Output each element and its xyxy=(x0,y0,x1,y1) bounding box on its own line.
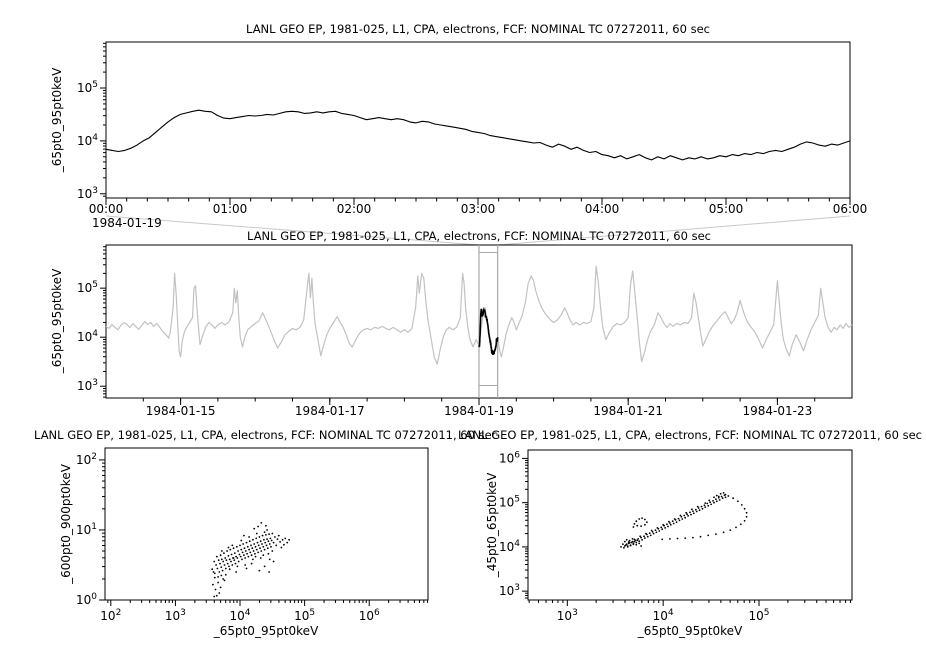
svg-text:106: 106 xyxy=(359,608,380,623)
y-axis-ticks-top-timeseries: 103 104 105 xyxy=(77,42,106,201)
svg-text:1984-01-23: 1984-01-23 xyxy=(743,404,813,418)
svg-text:105: 105 xyxy=(499,495,520,510)
svg-text:105: 105 xyxy=(77,280,98,295)
x-axis-ticks-context-timeseries: 1984-01-15 1984-01-17 1984-01-19 1984-01-21… xyxy=(142,398,816,418)
svg-text:106: 106 xyxy=(499,450,520,465)
svg-text:1984-01-21: 1984-01-21 xyxy=(593,404,663,418)
y-axis-label-top-timeseries: _65pt0_95pt0keV xyxy=(50,67,64,173)
svg-text:05:00: 05:00 xyxy=(709,202,744,216)
selection-box[interactable] xyxy=(478,245,499,398)
panel-scatter-45-65kev: 103 104 105 106 103 104 105 xyxy=(499,449,853,623)
svg-text:102: 102 xyxy=(76,452,97,467)
title-scatter-right: LANL GEO EP, 1981-025, L1, CPA, electron… xyxy=(458,428,922,442)
svg-text:104: 104 xyxy=(499,539,520,554)
svg-text:102: 102 xyxy=(100,608,121,623)
context-connector-right xyxy=(497,215,851,246)
svg-text:101: 101 xyxy=(76,522,97,537)
svg-text:1984-01-15: 1984-01-15 xyxy=(146,404,216,418)
y-axis-ticks-scatter-600-900kev: 100 101 102 xyxy=(76,452,105,607)
y-axis-ticks-context-timeseries: 103 104 105 xyxy=(77,246,106,398)
svg-text:103: 103 xyxy=(499,583,520,598)
title-top-timeseries: LANL GEO EP, 1981-025, L1, CPA, electron… xyxy=(246,22,710,36)
svg-text:01:00: 01:00 xyxy=(213,202,248,216)
scatter-points-scatter-600-900kev xyxy=(211,522,290,598)
svg-text:1984-01-19: 1984-01-19 xyxy=(444,404,514,418)
scatter-points-scatter-45-65kev xyxy=(620,492,748,549)
svg-text:104: 104 xyxy=(230,608,251,623)
svg-text:04:00: 04:00 xyxy=(585,202,620,216)
svg-text:104: 104 xyxy=(653,608,674,623)
y-axis-label-scatter-right: _45pt0_65pt0keV xyxy=(485,472,499,578)
y-axis-label-context-timeseries: _65pt0_95pt0keV xyxy=(50,268,64,374)
x-axis-label-scatter-left: _65pt0_95pt0keV xyxy=(213,624,319,638)
svg-text:02:00: 02:00 xyxy=(337,202,372,216)
svg-text:103: 103 xyxy=(77,186,98,201)
svg-text:1984-01-17: 1984-01-17 xyxy=(295,404,365,418)
svg-text:104: 104 xyxy=(77,133,98,148)
panel-scatter-600-900kev: 100 101 102 102 103 104 105 106 xyxy=(76,447,429,623)
data-line-top-timeseries xyxy=(105,109,851,161)
svg-text:03:00: 03:00 xyxy=(461,202,496,216)
x-axis-ticks-top-timeseries: 00:00 01:00 02:00 03:00 04:00 05:00 06:00 xyxy=(89,198,868,216)
x-axis-ticks-scatter-45-65kev: 103 104 105 xyxy=(528,600,851,623)
title-context-timeseries: LANL GEO EP, 1981-025, L1, CPA, electron… xyxy=(247,229,711,243)
date-label-top-timeseries: 1984-01-19 xyxy=(92,216,162,230)
highlight-line xyxy=(478,306,499,355)
svg-text:105: 105 xyxy=(294,608,315,623)
svg-text:105: 105 xyxy=(77,80,98,95)
y-axis-label-scatter-left: _600pt0_900pt0keV xyxy=(59,464,73,584)
x-axis-label-scatter-right: _65pt0_95pt0keV xyxy=(637,624,743,638)
x-axis-ticks-scatter-600-900kev: 102 103 104 105 106 xyxy=(100,600,429,623)
svg-text:100: 100 xyxy=(76,592,97,607)
svg-text:00:00: 00:00 xyxy=(89,202,124,216)
svg-text:105: 105 xyxy=(749,608,770,623)
plot-area-scatter-45-65kev[interactable] xyxy=(527,449,853,601)
svg-text:06:00: 06:00 xyxy=(833,202,868,216)
data-line-context-timeseries xyxy=(105,265,853,365)
plot-area-top-timeseries[interactable] xyxy=(105,41,851,199)
context-connector-left xyxy=(105,215,480,246)
title-scatter-left: LANL GEO EP, 1981-025, L1, CPA, electron… xyxy=(34,428,498,442)
svg-text:103: 103 xyxy=(557,608,578,623)
y-axis-ticks-scatter-45-65kev: 103 104 105 106 xyxy=(499,450,528,599)
svg-text:104: 104 xyxy=(77,329,98,344)
plot-area-scatter-600-900kev[interactable] xyxy=(104,447,429,601)
svg-text:103: 103 xyxy=(165,608,186,623)
svg-text:103: 103 xyxy=(77,378,98,393)
